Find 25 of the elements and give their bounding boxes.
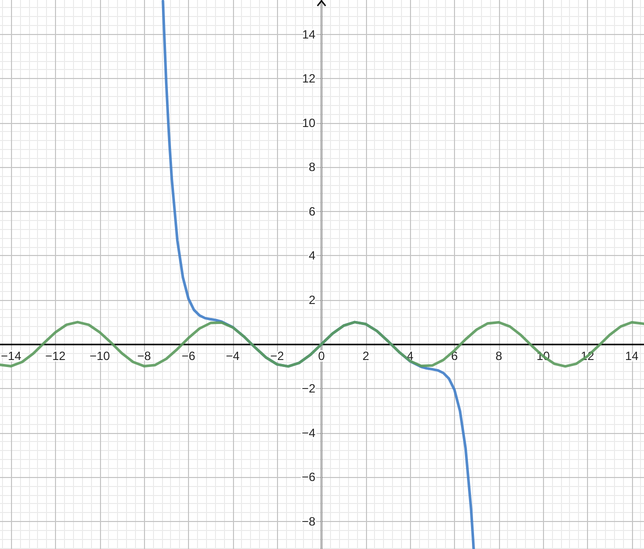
y-tick-label: −8	[302, 514, 316, 528]
y-tick-label: 8	[308, 160, 316, 174]
x-tick-label: 14	[625, 349, 639, 364]
x-tick-label: 8	[495, 349, 502, 364]
y-tick-label: 12	[302, 72, 316, 86]
y-tick-label: −2	[302, 382, 316, 396]
x-tick-label: −2	[270, 349, 284, 364]
x-tick-label: −10	[90, 349, 110, 364]
line-series	[0, 320, 644, 368]
y-tick-label: 10	[302, 116, 316, 130]
y-tick-label: 2	[308, 292, 316, 307]
x-tick-label: −4	[226, 349, 240, 364]
x-tick-label: −12	[45, 349, 66, 364]
y-tick-label: −4	[302, 426, 316, 440]
x-tick-label: 4	[406, 349, 414, 364]
x-tick-label: 6	[451, 349, 458, 364]
x-tick-label: −8	[137, 349, 152, 364]
y-tick-label: −6	[302, 470, 316, 484]
x-tick-label: 2	[362, 349, 370, 364]
x-tick-label: −6	[182, 349, 196, 364]
y-tick-label: 6	[308, 204, 316, 218]
y-tick-label: 14	[302, 27, 316, 42]
y-tick-label: 4	[308, 248, 316, 263]
x-tick-label: −14	[0, 349, 22, 364]
x-tick-label: 0	[318, 349, 326, 364]
